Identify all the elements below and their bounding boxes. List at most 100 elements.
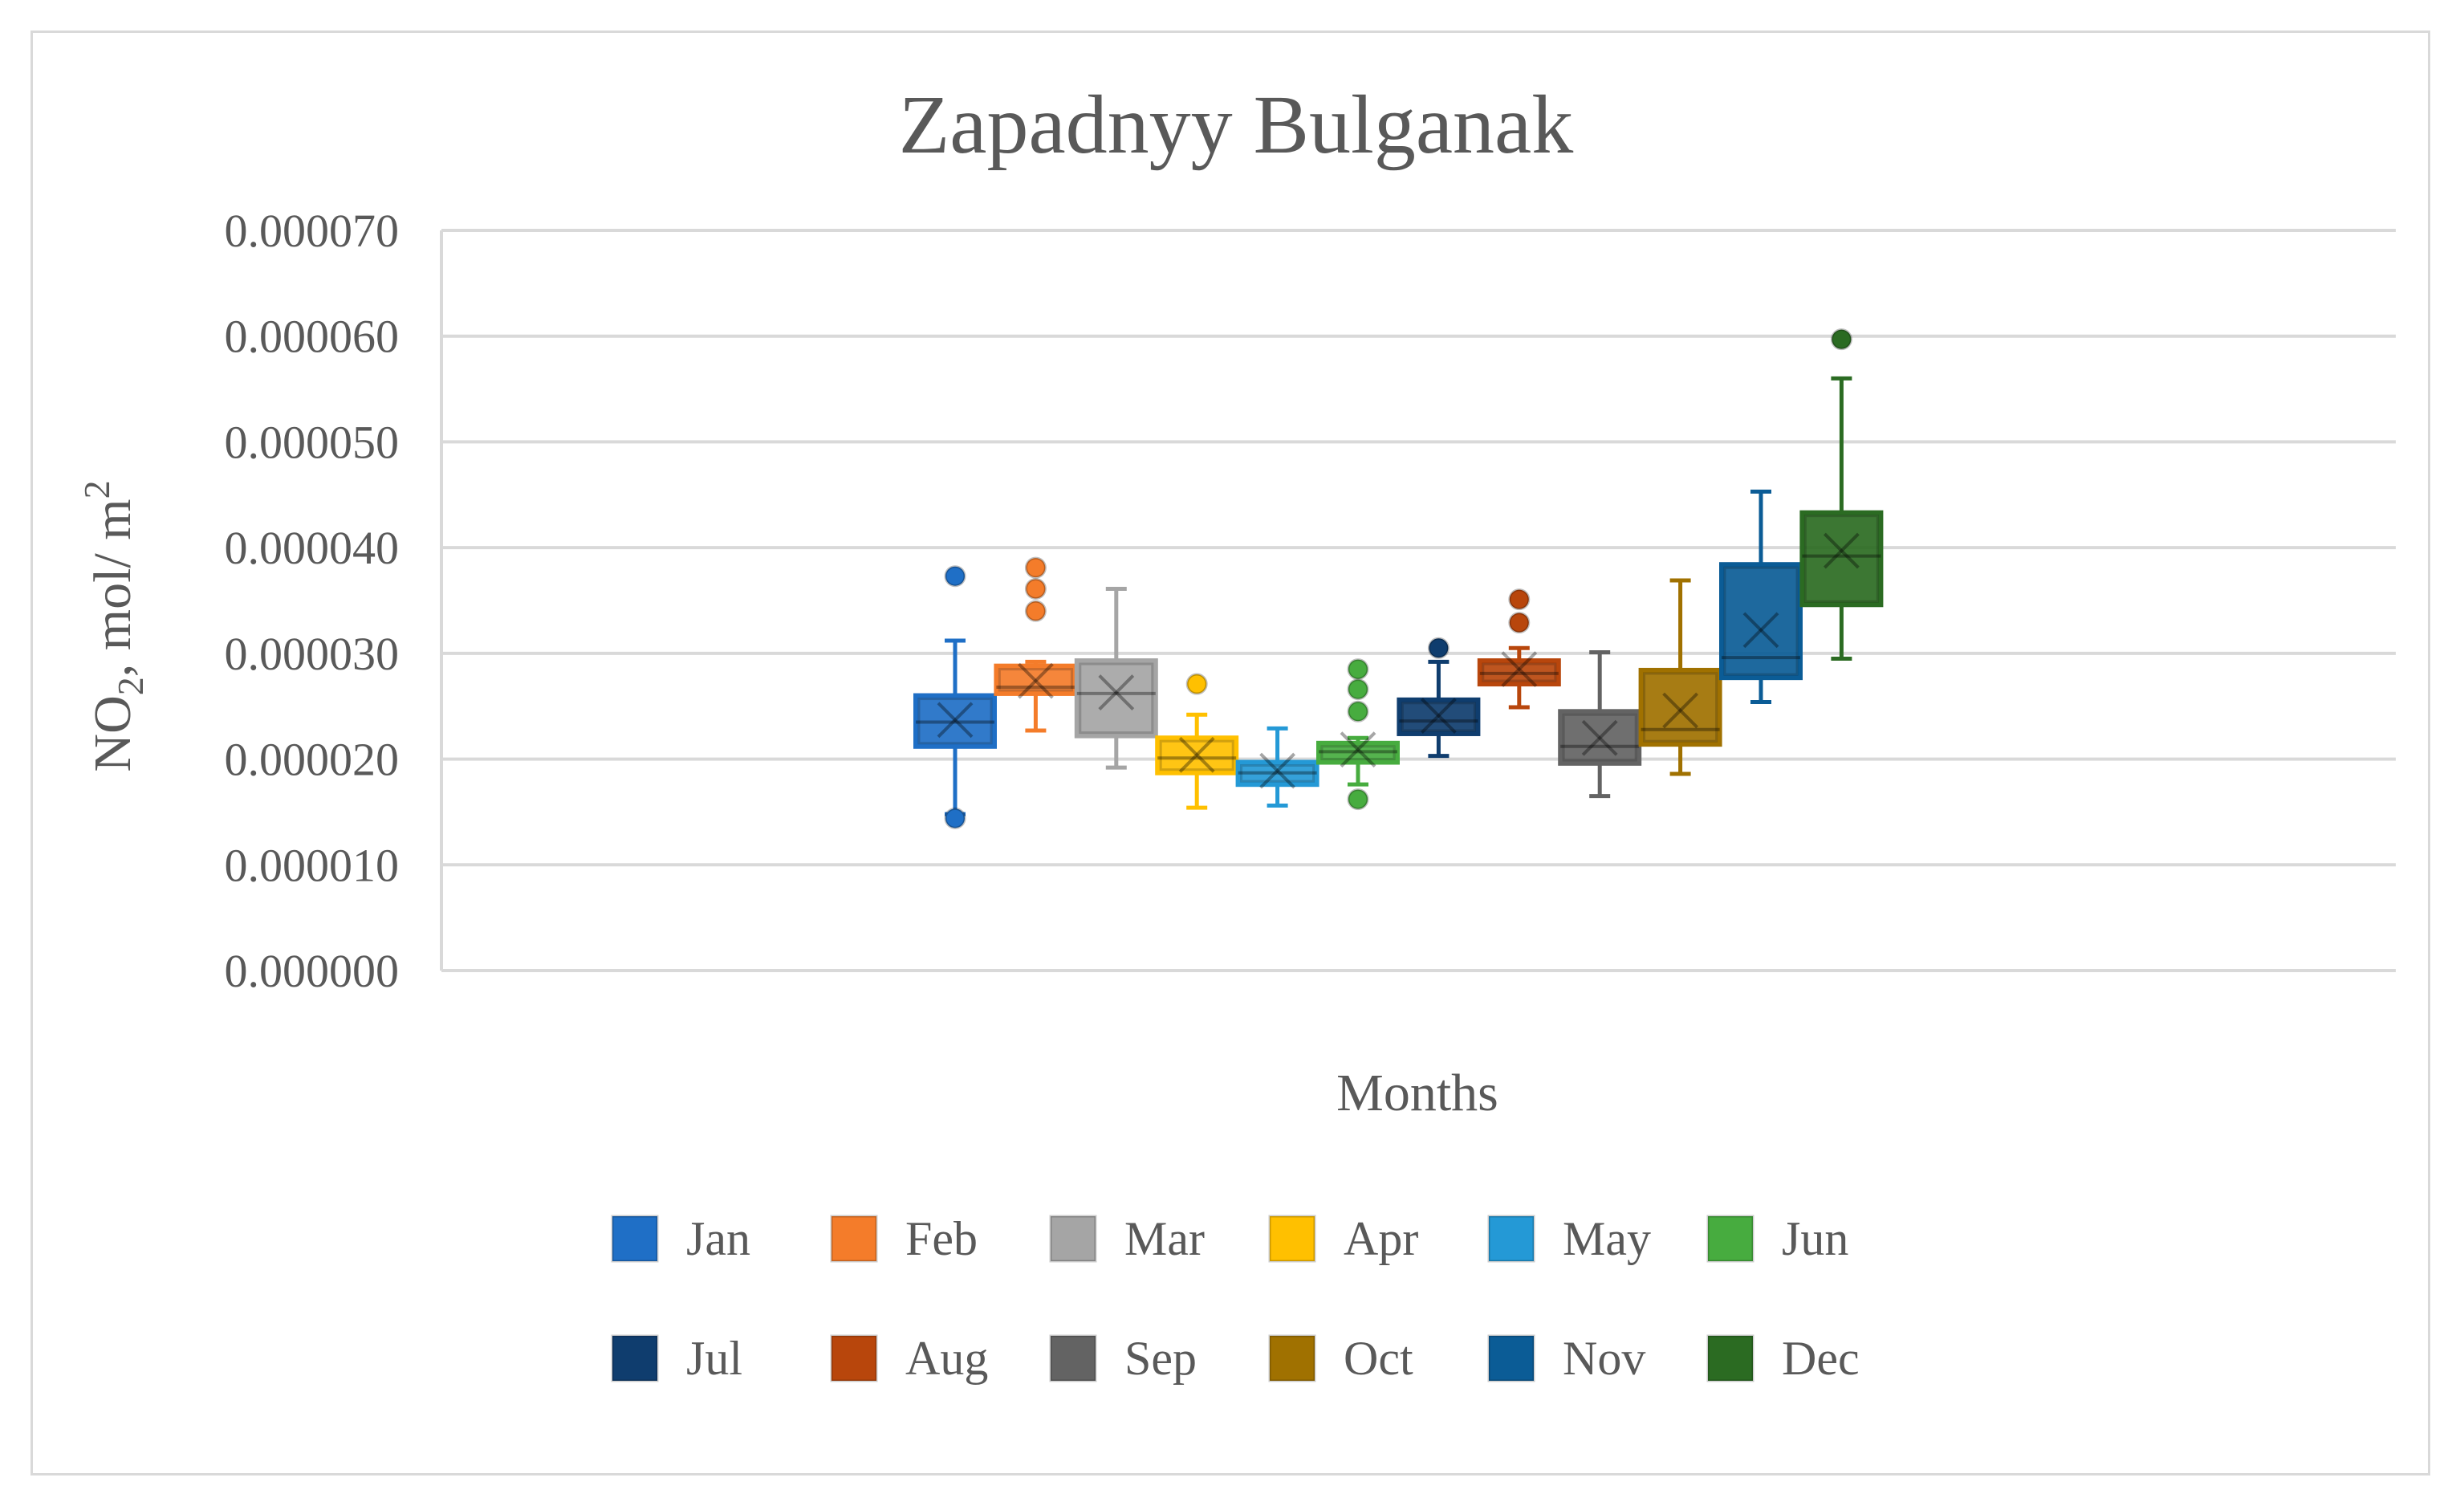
box-inner-border [1803, 515, 1879, 603]
mean-marker [1742, 612, 1779, 649]
legend-label: Nov [1563, 1332, 1645, 1385]
box-inner-border [1643, 672, 1718, 743]
box-plot-dec [1799, 328, 1884, 661]
y-tick-label: 0.000030 [225, 628, 400, 680]
y-axis-title: NO2, mol/ m2 [76, 480, 151, 771]
legend-item-feb: Feb [830, 1212, 978, 1265]
outlier-point [1427, 637, 1450, 659]
mean-marker [1742, 612, 1779, 649]
legend-item-sep: Sep [1049, 1332, 1197, 1385]
outlier-point [944, 807, 966, 829]
legend-swatch [1049, 1334, 1097, 1382]
box [1477, 658, 1561, 687]
mean-marker [1259, 752, 1296, 789]
box [1638, 667, 1722, 747]
outlier-point [1508, 612, 1531, 634]
box [1155, 735, 1239, 775]
mean-marker [1501, 651, 1538, 688]
outlier-point [1830, 328, 1852, 351]
legend-label: Oct [1344, 1332, 1413, 1385]
legend-swatch [1268, 1215, 1316, 1263]
gridlines [440, 229, 2396, 972]
mean-marker [1259, 752, 1296, 789]
legend-item-jul: Jul [611, 1332, 742, 1385]
mean-marker [1662, 692, 1699, 729]
box-plots [913, 328, 1884, 829]
mean-marker [1017, 662, 1054, 699]
legend-item-aug: Aug [830, 1332, 988, 1385]
box [1235, 759, 1319, 788]
legend-swatch [830, 1215, 878, 1263]
box-plot-may [1235, 726, 1319, 808]
legend-item-apr: Apr [1268, 1212, 1418, 1265]
box [1316, 740, 1400, 765]
y-tick-label: 0.000000 [225, 945, 400, 997]
box [1558, 709, 1642, 766]
mean-marker [1420, 698, 1457, 734]
mean-marker [1340, 731, 1376, 768]
mean-marker [1662, 692, 1699, 729]
legend-label: Jan [686, 1212, 750, 1265]
mean-marker [937, 702, 974, 739]
legend-item-dec: Dec [1706, 1332, 1860, 1385]
box [1074, 658, 1158, 739]
y-axis-title-base: NO [83, 695, 142, 771]
box [1719, 562, 1803, 681]
y-tick-label: 0.000050 [225, 416, 400, 468]
y-tick-label: 0.000070 [225, 205, 400, 257]
legend-item-nov: Nov [1487, 1332, 1645, 1385]
box [913, 693, 997, 749]
box-plot-jan [913, 565, 997, 829]
box-plot-nov [1719, 489, 1803, 704]
legend-swatch [830, 1334, 878, 1382]
box-inner-border [1401, 702, 1476, 732]
box-plot-apr [1155, 673, 1239, 810]
outlier-point [1347, 658, 1369, 681]
y-tick-label: 0.000060 [225, 311, 400, 363]
mean-marker [1178, 736, 1215, 773]
legend-item-oct: Oct [1268, 1332, 1413, 1385]
y-tick-label: 0.000040 [225, 522, 400, 574]
outlier-point [1347, 788, 1369, 811]
mean-marker [1581, 719, 1618, 756]
y-axis-ticks: 0.000000 0.000010 0.000020 0.000030 0.000040… [225, 205, 400, 997]
outlier-point [1347, 678, 1369, 701]
legend-label: Sep [1124, 1332, 1197, 1385]
y-axis-title-rest: , mol/ m [83, 499, 142, 677]
box-inner-border [1482, 662, 1557, 682]
mean-marker [1098, 674, 1135, 711]
outlier-point [1024, 600, 1047, 622]
outlier-point [1024, 556, 1047, 579]
box-inner-border [917, 698, 993, 745]
box-plot-oct [1638, 578, 1722, 776]
legend-label: Mar [1124, 1212, 1205, 1265]
box-inner-border [998, 668, 1073, 692]
outlier-point [1024, 578, 1047, 600]
legend-item-mar: Mar [1049, 1212, 1205, 1265]
legend-swatch [1268, 1334, 1316, 1382]
box-plot-mar [1074, 587, 1158, 770]
mean-marker [1017, 662, 1054, 699]
mean-marker [1823, 532, 1860, 569]
legend-swatch [1706, 1334, 1754, 1382]
box [1397, 697, 1481, 736]
mean-marker [1178, 736, 1215, 773]
outlier-point [1508, 588, 1531, 611]
box-plot-jun [1316, 658, 1400, 811]
outlier-point [944, 565, 966, 588]
box-inner-border [1240, 764, 1315, 783]
box-plot-jul [1397, 637, 1481, 759]
box-inner-border [1723, 566, 1799, 676]
legend-label: May [1563, 1212, 1651, 1265]
outlier-point [1185, 673, 1208, 695]
legend-swatch [1487, 1215, 1535, 1263]
legend-label: Jul [686, 1332, 742, 1385]
box-plot-sep [1558, 650, 1642, 799]
y-axis-title-sub: 2 [110, 677, 151, 695]
box-inner-border [1159, 739, 1234, 771]
outlier-point [1347, 700, 1369, 723]
mean-marker [1098, 674, 1135, 711]
legend-item-jan: Jan [611, 1212, 750, 1265]
legend: Jan Feb Mar Apr May Jun Jul Aug Sep Oct Nov Dec [611, 1212, 1860, 1385]
legend-label: Aug [905, 1332, 988, 1385]
